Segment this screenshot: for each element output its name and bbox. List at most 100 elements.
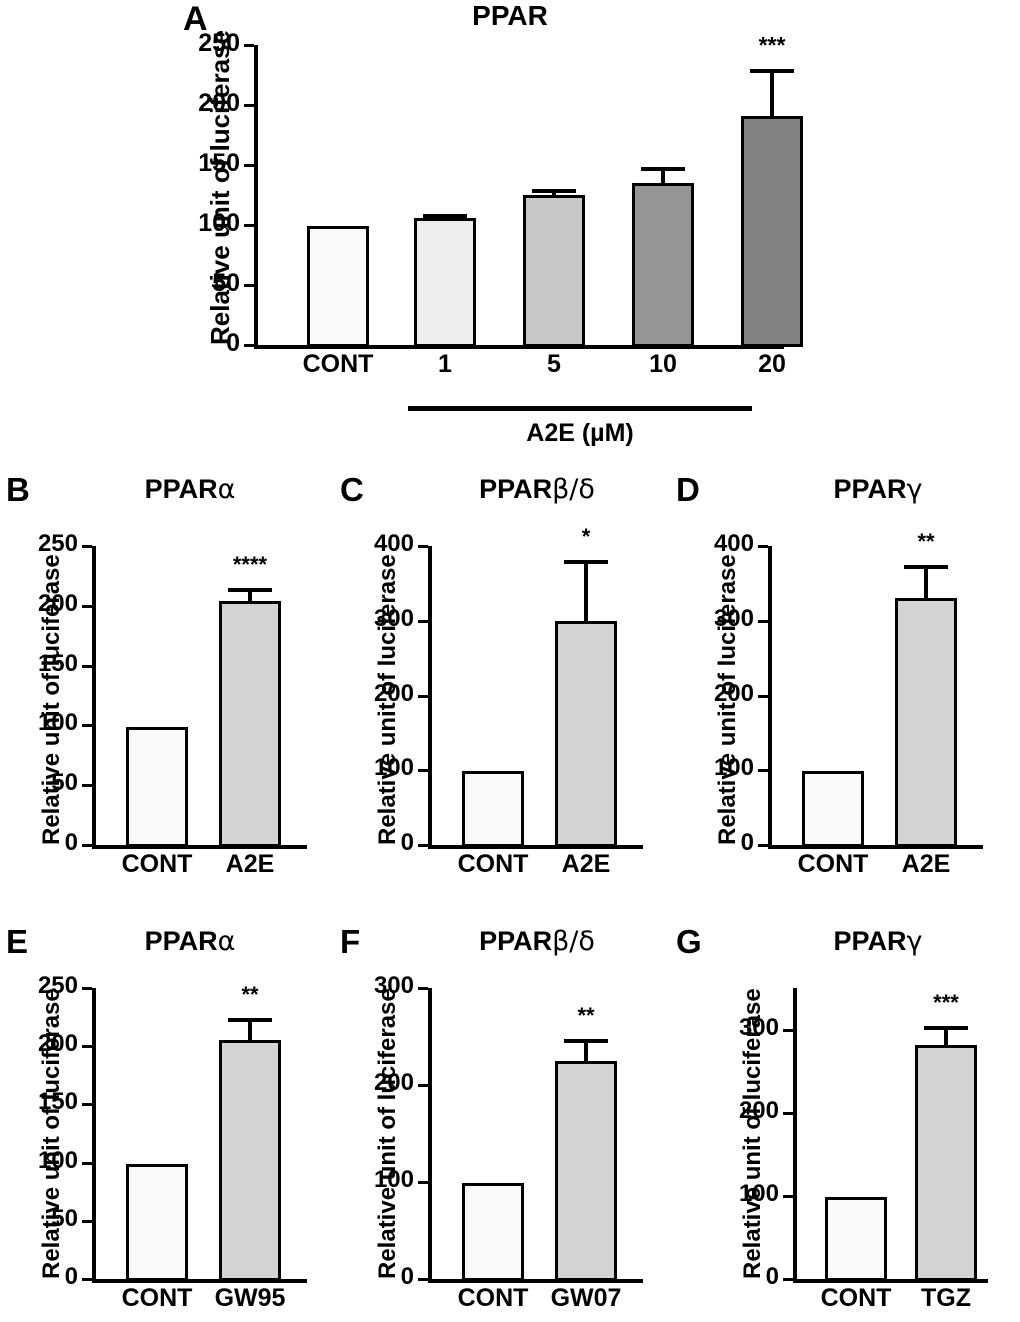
y-tick-label-D-4: 400 <box>713 530 754 558</box>
y-tick-F-2 <box>418 1084 428 1087</box>
x-category-D-0: CONT <box>797 850 869 878</box>
y-tick-label-E-4: 200 <box>37 1030 78 1058</box>
panel-title-main: PPAR <box>833 474 907 504</box>
x-category-A-2: 5 <box>547 350 561 378</box>
error-bar-F-1 <box>584 1039 588 1061</box>
y-tick-D-4 <box>758 545 768 548</box>
y-tick-B-0 <box>82 844 92 847</box>
y-tick-label-B-5: 250 <box>37 530 78 558</box>
y-tick-E-1 <box>82 1219 92 1223</box>
y-tick-A-0 <box>244 344 254 347</box>
significance-E-1: ** <box>241 982 259 1008</box>
y-tick-label-D-2: 200 <box>713 679 754 707</box>
y-tick-B-1 <box>82 784 92 788</box>
x-category-G-0: CONT <box>820 1284 892 1312</box>
y-tick-label-B-2: 100 <box>37 709 78 737</box>
panel-letter-A: A <box>183 0 208 38</box>
y-tick-A-5 <box>244 44 254 47</box>
panel-title-G: PPARγ <box>738 926 1018 957</box>
y-tick-label-G-3: 300 <box>738 1013 779 1041</box>
panel-letter-B: B <box>6 471 30 508</box>
y-tick-C-1 <box>418 769 428 773</box>
x-category-F-0: CONT <box>457 1284 529 1312</box>
y-axis-line-C <box>428 546 432 849</box>
y-tick-label-A-5: 250 <box>198 28 240 57</box>
bar-D-0 <box>802 770 864 847</box>
panel-title-greek: γ <box>906 926 923 957</box>
panel-title-main: PPAR <box>472 0 548 31</box>
panel-letter-E: E <box>6 923 28 960</box>
bar-G-0 <box>825 1196 887 1281</box>
panel-title-greek: α <box>217 926 236 957</box>
y-axis-line-G <box>793 988 797 1283</box>
error-cap-A-3 <box>641 167 685 172</box>
bar-C-1 <box>555 621 617 847</box>
panel-letter-G: G <box>676 923 702 960</box>
x-category-B-1: A2E <box>225 850 275 878</box>
x-category-E-0: CONT <box>121 1284 193 1312</box>
y-tick-G-3 <box>783 1028 793 1032</box>
x-category-C-0: CONT <box>457 850 529 878</box>
y-tick-label-B-1: 50 <box>51 769 78 797</box>
panel-title-D: PPARγ <box>738 474 1018 504</box>
y-tick-B-4 <box>82 604 92 608</box>
y-tick-label-G-1: 100 <box>738 1179 779 1207</box>
error-cap-D-1 <box>904 565 948 570</box>
y-tick-A-4 <box>244 104 254 107</box>
error-bar-C-1 <box>584 560 588 622</box>
y-tick-label-C-0: 0 <box>400 829 414 857</box>
bar-F-0 <box>462 1182 524 1281</box>
panel-title-main: PPAR <box>479 474 553 504</box>
y-tick-A-3 <box>244 164 254 167</box>
bar-A-4 <box>741 115 803 347</box>
y-tick-B-5 <box>82 545 92 548</box>
y-tick-label-F-3: 300 <box>373 972 414 1000</box>
y-axis-label-F: Relative unit of luciferase <box>374 988 401 1279</box>
bar-A-1 <box>414 217 476 347</box>
panel-title-main: PPAR <box>833 926 907 956</box>
group-label-A: A2E (µM) <box>526 419 634 447</box>
y-tick-label-E-2: 100 <box>37 1146 78 1174</box>
y-axis-label-G: Relative unit of luciferase <box>739 988 766 1279</box>
y-tick-A-2 <box>244 224 254 227</box>
y-tick-label-G-2: 200 <box>738 1096 779 1124</box>
panel-title-F: PPARβ/δ <box>397 926 677 957</box>
x-category-A-3: 10 <box>649 350 677 378</box>
y-tick-C-4 <box>418 545 428 548</box>
bar-B-0 <box>126 726 188 847</box>
x-category-F-1: GW07 <box>550 1284 622 1312</box>
y-tick-label-E-0: 0 <box>64 1263 78 1291</box>
y-tick-label-E-5: 250 <box>37 972 78 1000</box>
y-tick-label-E-3: 150 <box>37 1088 78 1116</box>
y-tick-label-G-0: 0 <box>765 1263 779 1291</box>
significance-F-1: ** <box>577 1003 595 1029</box>
y-axis-label-B: Relative unit of luciferase <box>38 554 65 845</box>
y-tick-G-1 <box>783 1194 793 1198</box>
y-tick-D-2 <box>758 694 768 698</box>
y-axis-line-A <box>254 45 258 349</box>
error-cap-A-1 <box>423 214 467 219</box>
error-bar-G-1 <box>944 1026 948 1045</box>
y-tick-label-A-2: 100 <box>198 208 240 237</box>
panel-title-greek: β/δ <box>552 474 595 505</box>
x-category-B-0: CONT <box>121 850 193 878</box>
error-bar-A-4 <box>770 69 774 116</box>
bar-A-3 <box>632 183 694 347</box>
y-tick-label-B-3: 150 <box>37 649 78 677</box>
y-tick-label-B-0: 0 <box>64 829 78 857</box>
panel-title-greek: β/δ <box>552 926 595 957</box>
y-tick-label-E-1: 50 <box>51 1204 78 1232</box>
significance-C-1: * <box>581 524 591 550</box>
panel-title-C: PPARβ/δ <box>397 474 677 505</box>
x-axis-line-B <box>92 845 307 849</box>
y-tick-E-5 <box>82 987 92 990</box>
y-tick-E-4 <box>82 1045 92 1049</box>
panel-title-E: PPARα <box>50 926 330 957</box>
y-tick-D-1 <box>758 769 768 773</box>
x-category-A-0: CONT <box>302 350 374 378</box>
error-cap-B-1 <box>228 587 272 592</box>
significance-B-1: **** <box>232 551 268 577</box>
y-tick-label-A-3: 150 <box>198 148 240 177</box>
x-axis-line-E <box>92 1279 307 1283</box>
